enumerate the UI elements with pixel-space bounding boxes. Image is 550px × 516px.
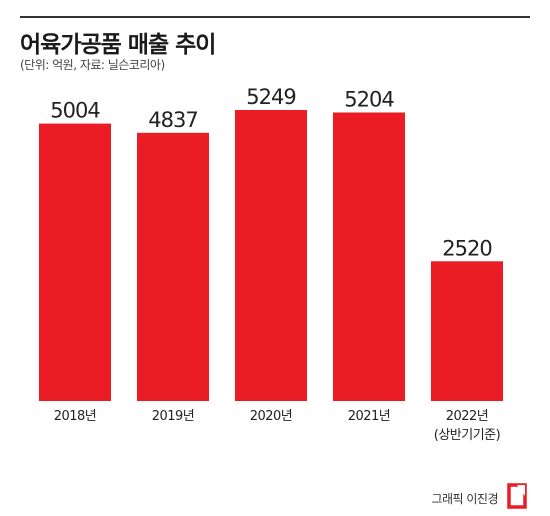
- bar-value-label: 5249: [246, 85, 295, 109]
- x-tick-label: 2020년: [250, 409, 293, 424]
- bar-2021년: [333, 112, 405, 402]
- x-tick-label: 2021년: [348, 409, 391, 424]
- x-tick-label: 2019년: [152, 409, 195, 424]
- bar-chart: 5004 2018년 4837 2019년 5249 2020년 5204 2021년 2520…: [39, 85, 503, 443]
- bar-value-label: 2520: [442, 236, 491, 260]
- x-tick-label: 2022년: [446, 409, 489, 424]
- chart-title: 어육가공품 매출 추이: [20, 32, 216, 58]
- brand-logo-icon: [507, 483, 527, 509]
- bar-2019년: [137, 132, 209, 401]
- graphic-credit: 그래픽 이진경: [431, 492, 498, 506]
- bar-2022년: [431, 261, 503, 401]
- top-rule: [20, 16, 530, 18]
- bar-value-label: 4837: [148, 108, 197, 132]
- chart-subtitle: (단위: 억원, 자료: 닐슨코리아): [20, 58, 165, 72]
- bar-2018년: [39, 123, 111, 402]
- bar-2020년: [235, 110, 307, 401]
- bar-value-label: 5204: [344, 87, 394, 111]
- x-tick-note: (상반기기준): [434, 428, 500, 443]
- x-tick-label: 2018년: [54, 409, 97, 424]
- bar-value-label: 5004: [50, 99, 100, 123]
